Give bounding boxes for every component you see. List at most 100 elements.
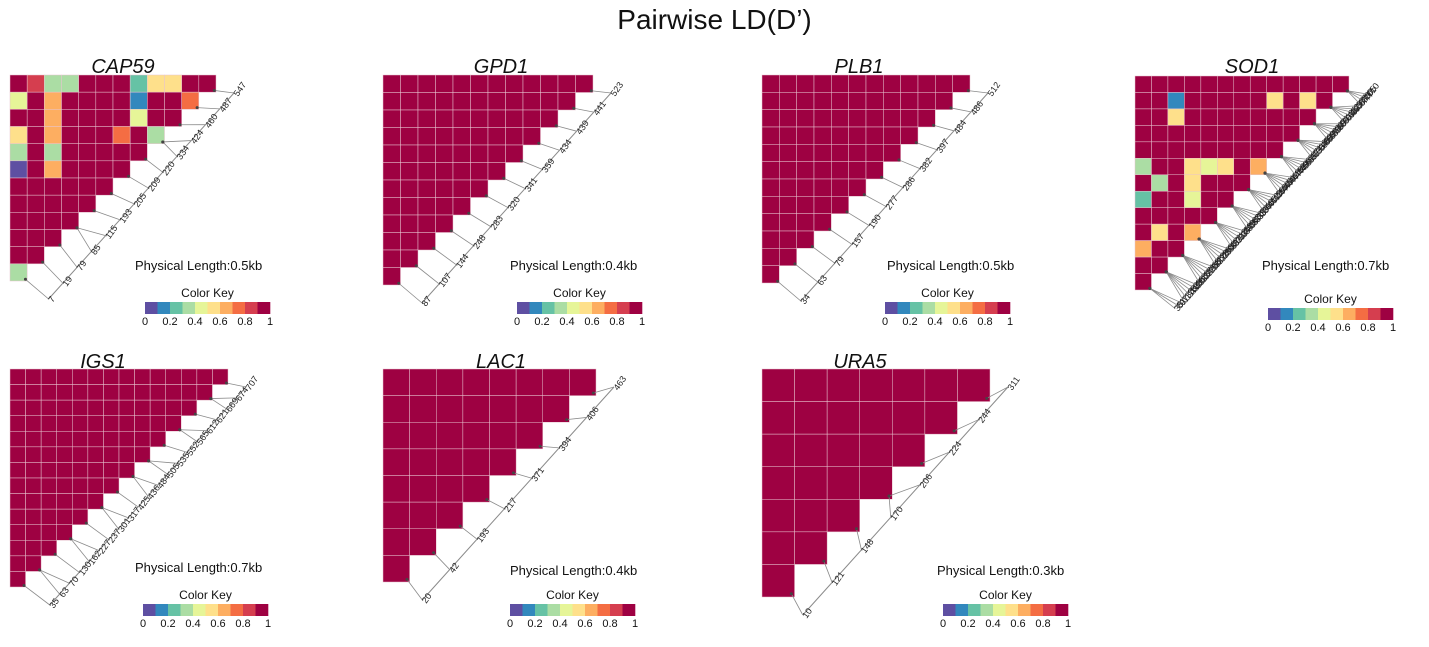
ld-cell — [95, 143, 114, 162]
snp-connector — [416, 265, 440, 285]
ld-cell — [40, 524, 57, 541]
snp-position-label: 283 — [488, 214, 505, 232]
ld-cell — [515, 395, 544, 423]
ld-cell — [165, 384, 182, 401]
snp-dot — [126, 174, 130, 178]
ld-cell — [435, 127, 454, 146]
ld-cell — [859, 466, 893, 500]
ld-cell — [56, 384, 73, 401]
ld-cell — [1200, 174, 1218, 192]
physical-length: Physical Length:0.5kb — [887, 258, 1014, 273]
ld-cell — [9, 246, 28, 265]
ld-cell — [1184, 174, 1202, 192]
ld-cell — [44, 229, 62, 247]
ld-cell — [813, 92, 832, 110]
snp-position-label: 35 — [47, 596, 61, 610]
color-key-tick: 0.2 — [527, 618, 542, 630]
snp-connector — [591, 90, 612, 94]
ld-cell — [957, 368, 991, 402]
snp-connector — [1347, 90, 1368, 95]
ld-cell — [569, 368, 597, 396]
ld-cell — [522, 92, 541, 111]
color-key-title: Color Key — [979, 588, 1032, 602]
ld-cell — [848, 161, 867, 180]
ld-cell — [1167, 125, 1185, 143]
ld-cell — [400, 249, 419, 268]
ld-cell — [515, 368, 544, 396]
ld-cell — [95, 177, 114, 196]
ld-cell — [1249, 125, 1267, 143]
ld-cell — [542, 395, 570, 423]
snp-connector — [1231, 205, 1250, 226]
ld-cell — [1266, 141, 1284, 159]
snp-position-label: 35 — [1172, 299, 1186, 313]
ld-cell — [56, 446, 73, 463]
snp-connector — [1281, 156, 1303, 166]
color-key-swatch — [157, 302, 171, 314]
snp-connector — [406, 579, 423, 601]
snp-dot — [554, 124, 558, 128]
ld-cell — [1134, 174, 1152, 192]
ld-cell — [1315, 75, 1333, 93]
snp-connector — [1198, 238, 1218, 261]
ld-cell — [40, 415, 57, 432]
snp-position-label: 434 — [557, 137, 574, 155]
color-key-swatch — [542, 302, 555, 314]
ld-cell — [761, 368, 795, 402]
ld-cell — [25, 384, 42, 401]
ld-cell — [103, 431, 120, 448]
ld-cell — [118, 462, 135, 479]
ld-cell — [1151, 92, 1169, 110]
snp-connector — [1182, 255, 1210, 270]
snp-position-label: 206 — [918, 472, 935, 490]
snp-dot — [178, 428, 182, 432]
snp-dot — [449, 229, 453, 233]
ld-cell — [40, 384, 57, 401]
ld-cell — [26, 229, 45, 247]
color-key-tick: 0.2 — [160, 618, 175, 630]
ld-cell — [95, 160, 114, 179]
ld-cell — [779, 74, 797, 93]
snp-connector — [1264, 172, 1285, 187]
ld-cell — [794, 466, 828, 500]
snp-position-label: 484 — [951, 118, 968, 136]
ld-cell — [489, 448, 517, 476]
snp-dot — [932, 123, 936, 127]
ld-cell — [1134, 92, 1152, 110]
panel-title: PLB1 — [835, 56, 884, 78]
ld-cell — [25, 399, 42, 416]
color-key-swatch — [885, 302, 898, 314]
ld-cell — [25, 524, 42, 541]
ld-cell — [40, 399, 57, 416]
ld-cell — [382, 528, 410, 556]
ld-cell — [400, 92, 419, 111]
ld-cell — [9, 177, 28, 196]
snp-connector — [1264, 172, 1290, 181]
ld-cell — [44, 143, 62, 162]
snp-dot — [432, 246, 436, 250]
ld-cell — [436, 368, 464, 396]
snp-connector — [1297, 139, 1317, 151]
color-key-swatch — [567, 302, 580, 314]
ld-cell — [72, 493, 89, 510]
ld-cell — [417, 232, 436, 251]
snp-connector — [1264, 172, 1280, 193]
ld-cell — [382, 214, 401, 233]
color-key-tick: 0 — [514, 316, 520, 328]
color-key-swatch — [629, 302, 643, 314]
ld-cell — [883, 144, 901, 162]
ld-cell — [865, 161, 884, 180]
snp-position-label: 286 — [900, 175, 917, 193]
ld-cell — [40, 493, 57, 510]
snp-connector — [856, 528, 862, 550]
snp-connector — [1182, 255, 1212, 267]
ld-cell — [103, 415, 120, 432]
ld-cell — [489, 422, 517, 450]
snp-position-label: 42 — [447, 561, 461, 575]
snp-dot — [161, 140, 165, 144]
snp-connector — [1330, 107, 1344, 122]
ld-cell — [382, 179, 401, 198]
snp-position-label: 63 — [815, 273, 829, 287]
snp-connector — [179, 429, 198, 442]
